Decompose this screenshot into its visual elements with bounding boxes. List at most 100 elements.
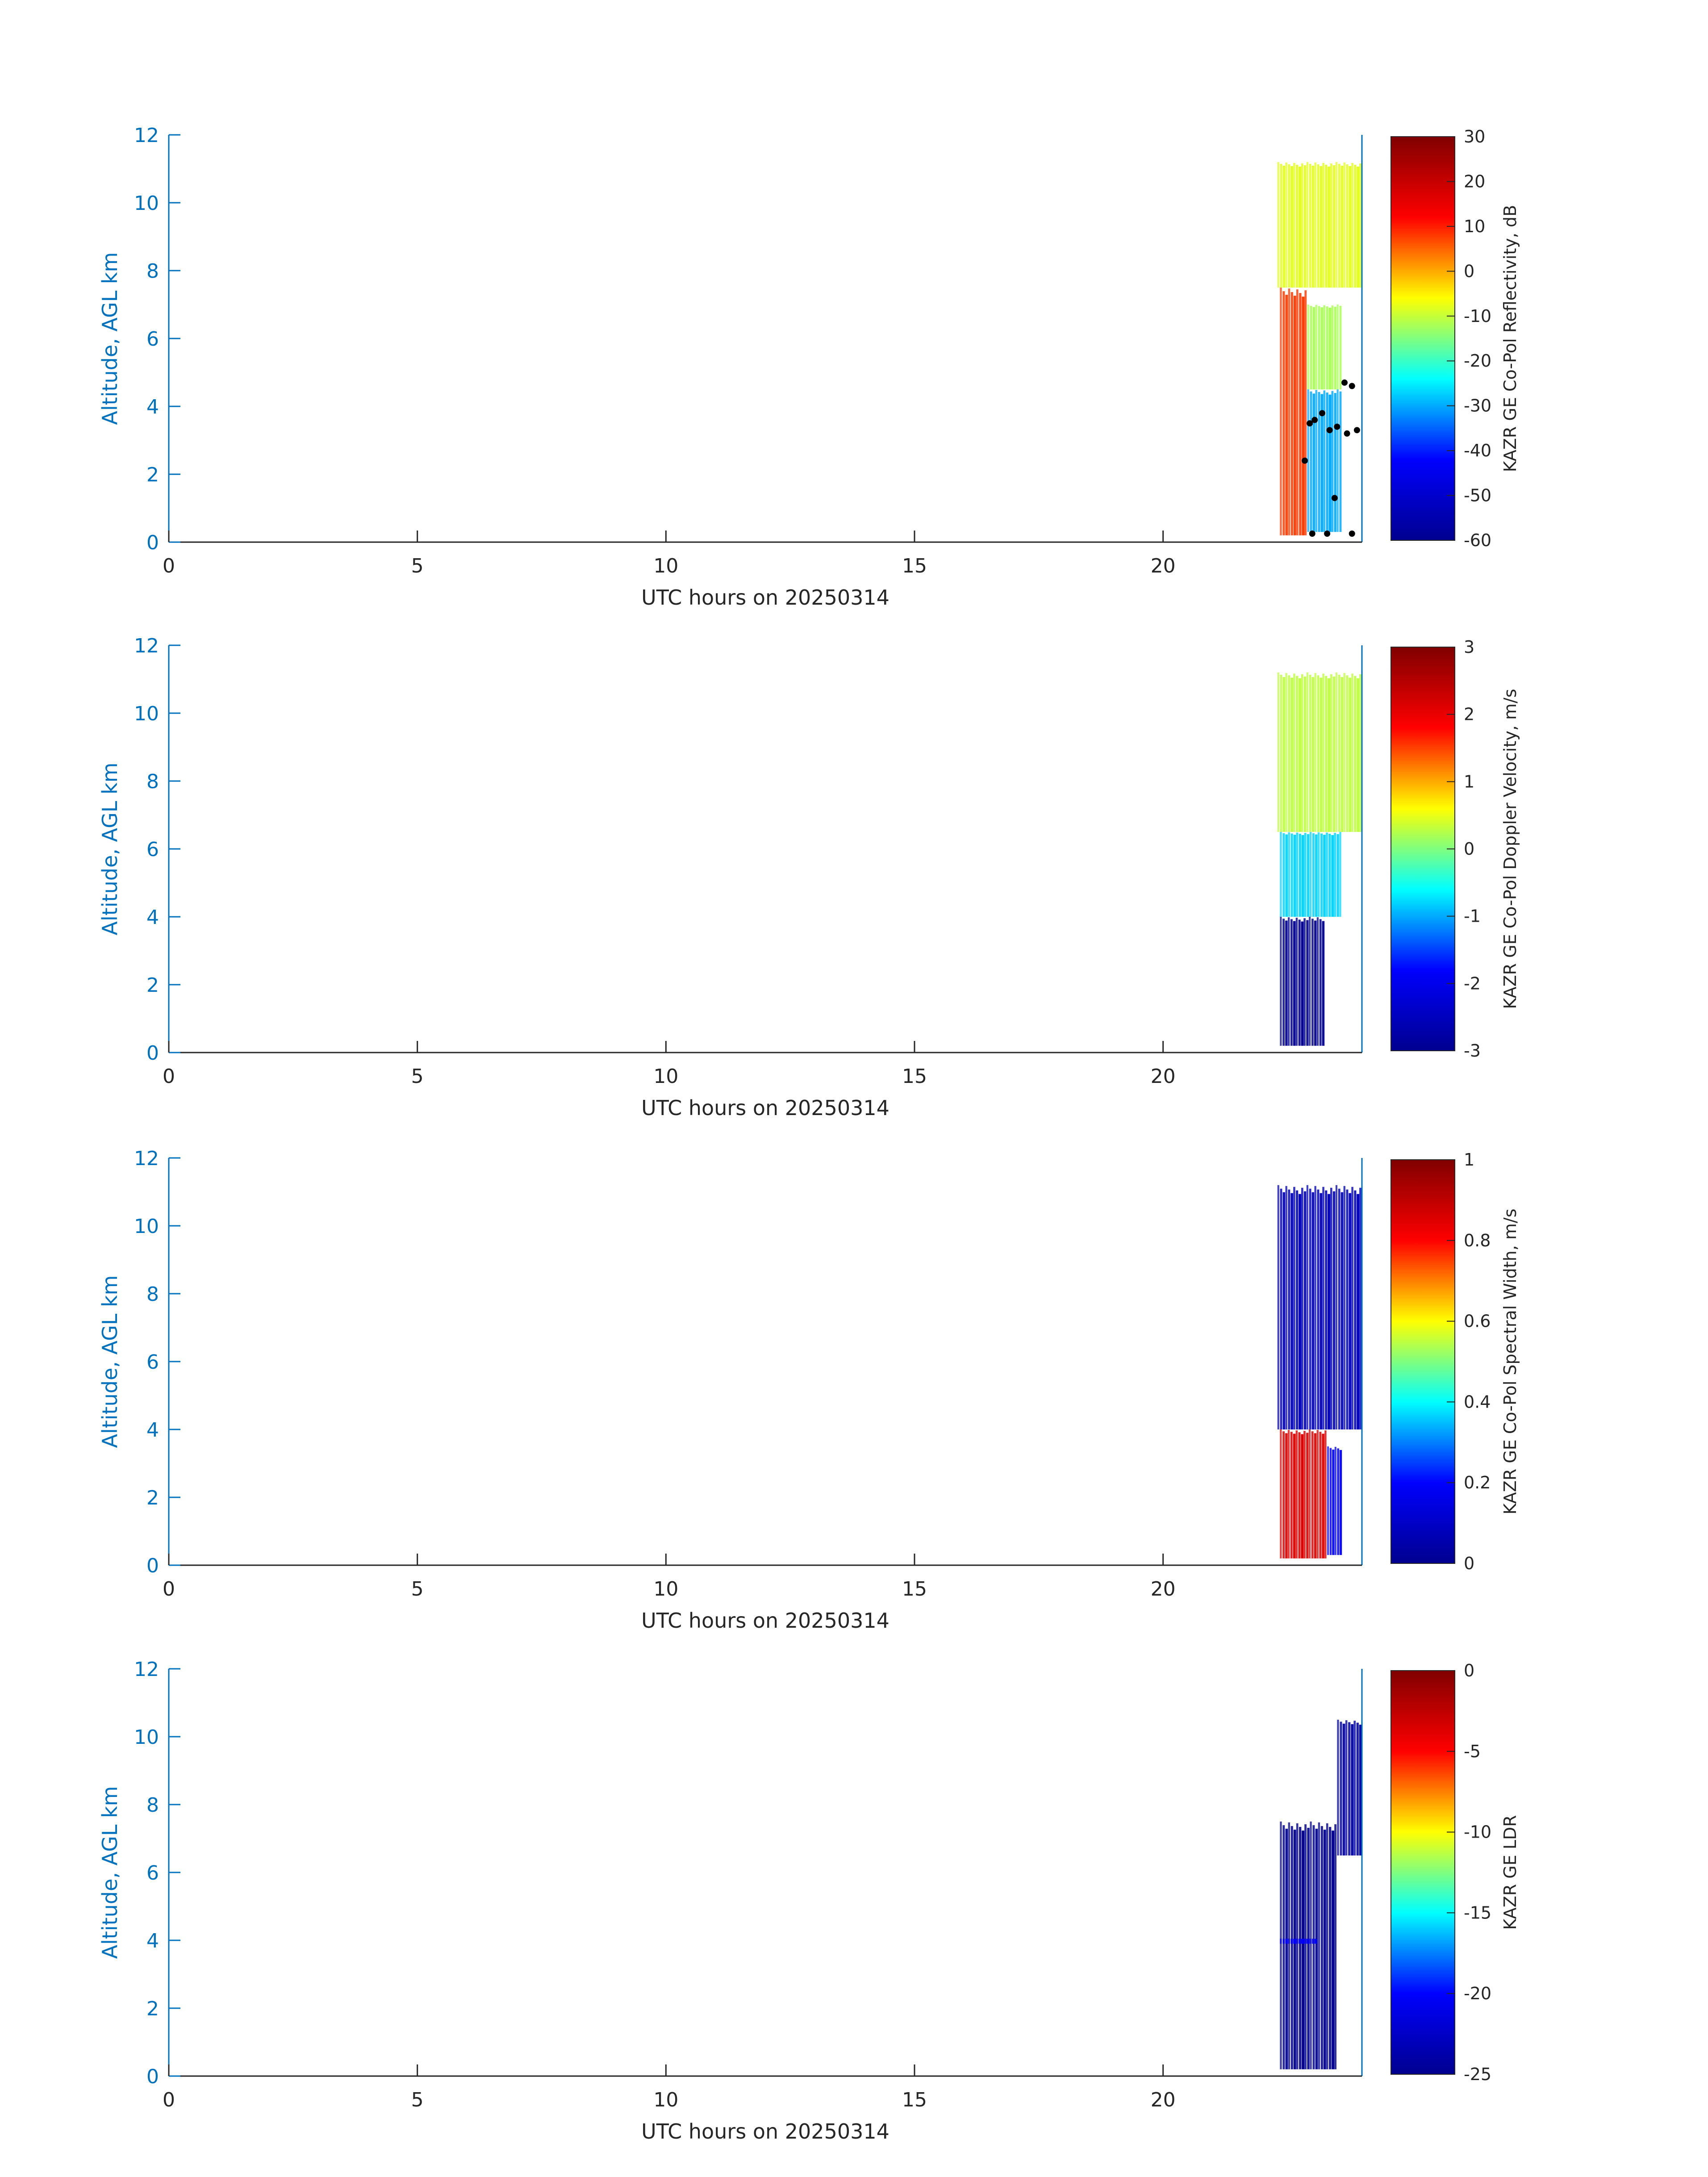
data-cell [1290, 1193, 1293, 1429]
y-tick-label: 6 [146, 328, 159, 351]
data-cell [1299, 678, 1301, 832]
data-cell [1320, 1193, 1322, 1429]
data-marker [1309, 531, 1315, 537]
colorbar-tick-label: -30 [1464, 396, 1491, 416]
data-cell [1319, 919, 1322, 1046]
colorbar-tick-label: 10 [1464, 217, 1485, 236]
x-tick-label: 20 [1151, 1578, 1176, 1600]
data-marker [1349, 531, 1355, 537]
data-cell [1314, 920, 1317, 1046]
data-cell [1336, 305, 1339, 389]
colorbar-tick-label: -10 [1464, 1822, 1491, 1842]
data-cell [1296, 289, 1299, 535]
data-region [1327, 1446, 1342, 1555]
data-cell [1359, 674, 1361, 832]
x-tick-label: 15 [902, 555, 927, 577]
data-cell [1309, 163, 1311, 288]
data-cell [1299, 834, 1301, 917]
data-cell [1280, 1939, 1282, 1944]
data-cell [1311, 919, 1314, 1046]
data-cell [1322, 163, 1324, 288]
data-cell [1334, 1824, 1336, 2069]
data-cell [1320, 166, 1322, 288]
x-tick-label: 5 [411, 555, 424, 577]
data-cell [1329, 1448, 1332, 1555]
data-cell [1318, 1822, 1320, 2069]
panel-4-data [1280, 1720, 1362, 2069]
data-cell [1282, 1939, 1285, 1944]
data-cell [1328, 1194, 1330, 1429]
data-cell [1316, 917, 1319, 1046]
y-tick-label: 12 [134, 1658, 159, 1681]
data-cell [1282, 166, 1285, 288]
data-cell [1285, 834, 1288, 917]
data-cell [1282, 1825, 1285, 2069]
data-cell [1318, 306, 1320, 389]
y-tick-label: 6 [146, 1351, 159, 1374]
data-cell [1277, 1185, 1279, 1429]
data-cell [1285, 1433, 1288, 1559]
data-cell [1322, 1187, 1324, 1429]
data-cell [1330, 674, 1332, 832]
colorbar-tick-label: -10 [1464, 306, 1491, 326]
data-region [1280, 1939, 1317, 1944]
data-cell [1332, 676, 1336, 832]
x-tick-label: 15 [902, 1578, 927, 1600]
colorbar: 3 2 1 0 -1 -2 -3 KAZR GE Co-Pol Doppler Velocit… [1391, 637, 1520, 1061]
data-cell [1282, 291, 1285, 535]
x-tick-label: 5 [411, 2089, 424, 2111]
data-cell [1331, 391, 1334, 532]
data-cell [1328, 394, 1332, 532]
colorbar-label: KAZR GE Co-Pol Doppler Velocity, m/s [1500, 689, 1520, 1009]
data-cell [1332, 1830, 1334, 2069]
x-tick-label: 0 [163, 555, 175, 577]
data-cell [1309, 1188, 1311, 1429]
data-cell [1290, 292, 1293, 535]
data-cell [1343, 162, 1345, 288]
data-cell [1314, 1186, 1316, 1429]
data-cell [1309, 832, 1312, 917]
data-cell [1315, 390, 1317, 532]
y-tick-label: 10 [134, 702, 159, 725]
data-cell [1318, 392, 1320, 532]
data-cell [1285, 1186, 1287, 1429]
data-cell [1325, 676, 1328, 832]
data-cell [1296, 676, 1299, 832]
data-cell [1359, 1187, 1361, 1429]
data-cell [1324, 1430, 1327, 1559]
data-cell [1312, 393, 1315, 532]
data-cell [1280, 1429, 1282, 1559]
data-cell [1306, 672, 1308, 832]
data-cell [1288, 164, 1290, 288]
data-cell [1290, 919, 1293, 1046]
data-cell [1335, 162, 1337, 288]
data-cell [1314, 162, 1316, 288]
colorbar-tick-label: 0.4 [1464, 1392, 1491, 1412]
data-cell [1290, 1939, 1293, 1944]
data-cell [1280, 163, 1282, 288]
data-cell [1307, 389, 1309, 532]
colorbar-gradient [1391, 136, 1455, 541]
data-cell [1340, 1722, 1342, 1855]
data-marker [1311, 417, 1318, 423]
data-cell [1330, 1187, 1332, 1429]
data-cell [1293, 296, 1296, 535]
data-cell [1293, 1830, 1296, 2069]
x-tick-label: 5 [411, 1065, 424, 1088]
data-cell [1351, 1724, 1354, 1855]
data-cell [1296, 1939, 1298, 1944]
data-cell [1293, 1187, 1295, 1429]
data-cell [1288, 1189, 1290, 1429]
data-cell [1311, 1192, 1314, 1429]
data-cell [1309, 1939, 1311, 1944]
data-cell [1295, 918, 1298, 1046]
data-cell [1320, 677, 1322, 832]
data-cell [1282, 1431, 1285, 1559]
colorbar-label: KAZR GE LDR [1500, 1815, 1520, 1930]
data-cell [1303, 165, 1307, 288]
colorbar-gradient [1391, 1670, 1455, 2075]
x-axis-label: UTC hours on 20250314 [641, 585, 889, 610]
colorbar-tick-label: -25 [1464, 2064, 1491, 2084]
data-cell [1354, 164, 1357, 288]
